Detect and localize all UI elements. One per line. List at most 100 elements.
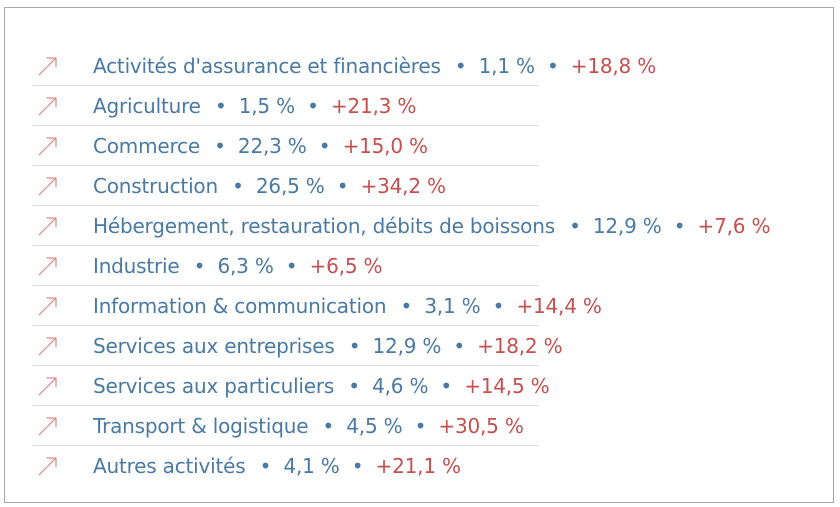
- list-item: Agriculture • 1,5 % • +21,3 %: [33, 86, 823, 126]
- sector-share: 22,3 %: [237, 134, 307, 158]
- sector-label: Information & communication: [93, 294, 387, 318]
- separator-dot: •: [569, 214, 581, 238]
- list-item: Industrie • 6,3 % • +6,5 %: [33, 246, 823, 286]
- separator-dot: •: [322, 414, 335, 438]
- sector-growth: +18,8 %: [570, 54, 657, 78]
- arrow-up-right-icon: [37, 175, 59, 197]
- row-divider: [33, 445, 538, 446]
- list-item-text: Industrie • 6,3 % • +6,5 %: [93, 254, 383, 278]
- arrow-up-right-icon: [37, 335, 59, 357]
- sector-growth: +21,1 %: [375, 454, 461, 478]
- list-item-text: Information & communication • 3,1 % • +1…: [93, 294, 602, 318]
- sector-share: 12,9 %: [592, 214, 662, 238]
- arrow-up-right-icon: [37, 415, 59, 437]
- sector-label: Hébergement, restauration, débits de boi…: [93, 214, 555, 238]
- separator-dot: •: [414, 414, 427, 438]
- sector-share: 1,1 %: [478, 54, 535, 78]
- list-item: Autres activités • 4,1 % • +21,1 %: [33, 446, 823, 486]
- row-divider: [33, 285, 538, 286]
- content-frame: Activités d'assurance et financières • 1…: [4, 7, 834, 503]
- list-item-text: Commerce • 22,3 % • +15,0 %: [93, 134, 428, 158]
- arrow-up-right-icon: [37, 215, 59, 237]
- list-item-text: Construction • 26,5 % • +34,2 %: [93, 174, 446, 198]
- separator-dot: •: [232, 174, 244, 198]
- separator-dot: •: [400, 294, 413, 318]
- separator-dot: •: [214, 94, 227, 118]
- list-item-text: Transport & logistique • 4,5 % • +30,5 %: [93, 414, 524, 438]
- row-divider: [33, 165, 538, 166]
- separator-dot: •: [454, 54, 467, 78]
- list-item-text: Autres activités • 4,1 % • +21,1 %: [93, 454, 461, 478]
- separator-dot: •: [492, 294, 505, 318]
- sector-share: 1,5 %: [238, 94, 295, 118]
- sector-label: Autres activités: [93, 454, 246, 478]
- sector-growth: +21,3 %: [330, 94, 417, 118]
- sector-growth: +18,2 %: [477, 334, 563, 358]
- arrow-up-right-icon: [37, 95, 59, 117]
- separator-dot: •: [351, 454, 364, 478]
- sector-label: Agriculture: [93, 94, 201, 118]
- list-item-text: Agriculture • 1,5 % • +21,3 %: [93, 94, 416, 118]
- list-item: Information & communication • 3,1 % • +1…: [33, 286, 823, 326]
- sector-label: Transport & logistique: [93, 414, 309, 438]
- sector-growth: +15,0 %: [342, 134, 428, 158]
- row-divider: [33, 365, 538, 366]
- row-divider: [33, 125, 538, 126]
- separator-dot: •: [214, 134, 226, 158]
- list-item-text: Hébergement, restauration, débits de boi…: [93, 214, 770, 238]
- sector-growth: +14,5 %: [464, 374, 550, 398]
- separator-dot: •: [440, 374, 453, 398]
- arrow-up-right-icon: [37, 255, 59, 277]
- list-item: Hébergement, restauration, débits de boi…: [33, 206, 823, 246]
- sector-list: Activités d'assurance et financières • 1…: [33, 46, 823, 486]
- list-item: Transport & logistique • 4,5 % • +30,5 %: [33, 406, 823, 446]
- list-item: Construction • 26,5 % • +34,2 %: [33, 166, 823, 206]
- list-item-text: Services aux entreprises • 12,9 % • +18,…: [93, 334, 563, 358]
- arrow-up-right-icon: [37, 135, 59, 157]
- separator-dot: •: [307, 94, 319, 118]
- separator-dot: •: [547, 54, 559, 78]
- arrow-up-right-icon: [37, 375, 59, 397]
- row-divider: [33, 85, 538, 86]
- separator-dot: •: [348, 374, 360, 398]
- sector-label: Services aux entreprises: [93, 334, 335, 358]
- sector-label: Services aux particuliers: [93, 374, 335, 398]
- list-item-text: Services aux particuliers • 4,6 % • +14,…: [93, 374, 550, 398]
- separator-dot: •: [285, 254, 298, 278]
- sector-label: Activités d'assurance et financières: [93, 54, 441, 78]
- sector-growth: +34,2 %: [360, 174, 446, 198]
- row-divider: [33, 405, 538, 406]
- separator-dot: •: [318, 134, 331, 158]
- sector-growth: +6,5 %: [309, 254, 383, 278]
- separator-dot: •: [193, 254, 206, 278]
- sector-label: Construction: [93, 174, 218, 198]
- sector-label: Commerce: [93, 134, 200, 158]
- sector-share: 12,9 %: [372, 334, 442, 358]
- list-item-text: Activités d'assurance et financières • 1…: [93, 54, 656, 78]
- sector-label: Industrie: [93, 254, 180, 278]
- sector-share: 26,5 %: [255, 174, 325, 198]
- row-divider: [33, 325, 538, 326]
- separator-dot: •: [673, 214, 686, 238]
- row-divider: [33, 245, 538, 246]
- sector-share: 3,1 %: [424, 294, 481, 318]
- sector-growth: +14,4 %: [516, 294, 602, 318]
- separator-dot: •: [453, 334, 465, 358]
- arrow-up-right-icon: [37, 455, 59, 477]
- sector-share: 4,1 %: [283, 454, 340, 478]
- list-item: Activités d'assurance et financières • 1…: [33, 46, 823, 86]
- separator-dot: •: [259, 454, 272, 478]
- arrow-up-right-icon: [37, 55, 59, 77]
- sector-growth: +30,5 %: [438, 414, 524, 438]
- sector-share: 6,3 %: [217, 254, 274, 278]
- list-item: Services aux particuliers • 4,6 % • +14,…: [33, 366, 823, 406]
- separator-dot: •: [348, 334, 361, 358]
- sector-share: 4,5 %: [346, 414, 403, 438]
- sector-growth: +7,6 %: [697, 214, 771, 238]
- list-item: Commerce • 22,3 % • +15,0 %: [33, 126, 823, 166]
- list-item: Services aux entreprises • 12,9 % • +18,…: [33, 326, 823, 366]
- arrow-up-right-icon: [37, 295, 59, 317]
- row-divider: [33, 205, 538, 206]
- separator-dot: •: [336, 174, 349, 198]
- sector-share: 4,6 %: [372, 374, 429, 398]
